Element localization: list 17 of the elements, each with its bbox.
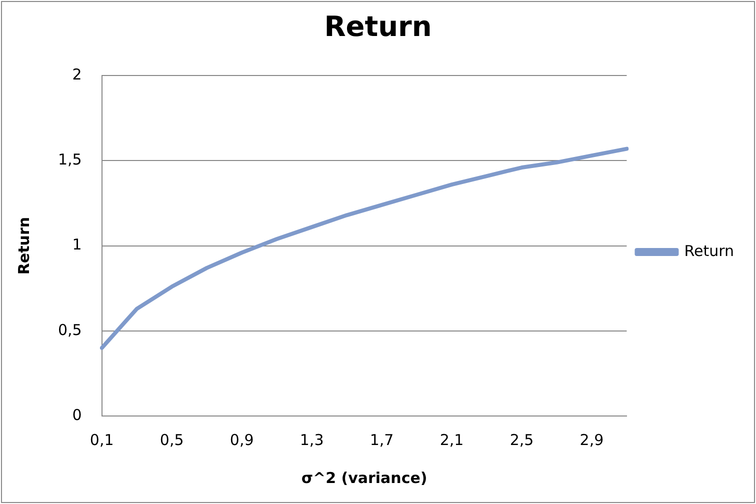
x-tick-label: 0,1	[90, 430, 114, 449]
x-tick-label: 0,9	[230, 430, 254, 449]
y-tick-label: 0,5	[58, 320, 82, 339]
x-tick-label: 2,5	[510, 430, 534, 449]
y-tick-label: 2	[72, 65, 82, 84]
legend-label: Return	[684, 242, 734, 260]
chart-title: Return	[324, 10, 432, 44]
x-tick-label: 0,5	[160, 430, 184, 449]
x-tick-label: 2,9	[580, 430, 604, 449]
y-axis-title: Return	[14, 216, 33, 275]
x-tick-label: 1,7	[370, 430, 394, 449]
x-tick-label: 1,3	[300, 430, 324, 449]
x-tick-label: 2,1	[440, 430, 464, 449]
y-tick-label: 0	[72, 406, 82, 424]
y-tick-label: 1	[72, 236, 82, 254]
x-axis-title: σ^2 (variance)	[301, 468, 428, 487]
y-tick-label: 1,5	[58, 150, 82, 169]
